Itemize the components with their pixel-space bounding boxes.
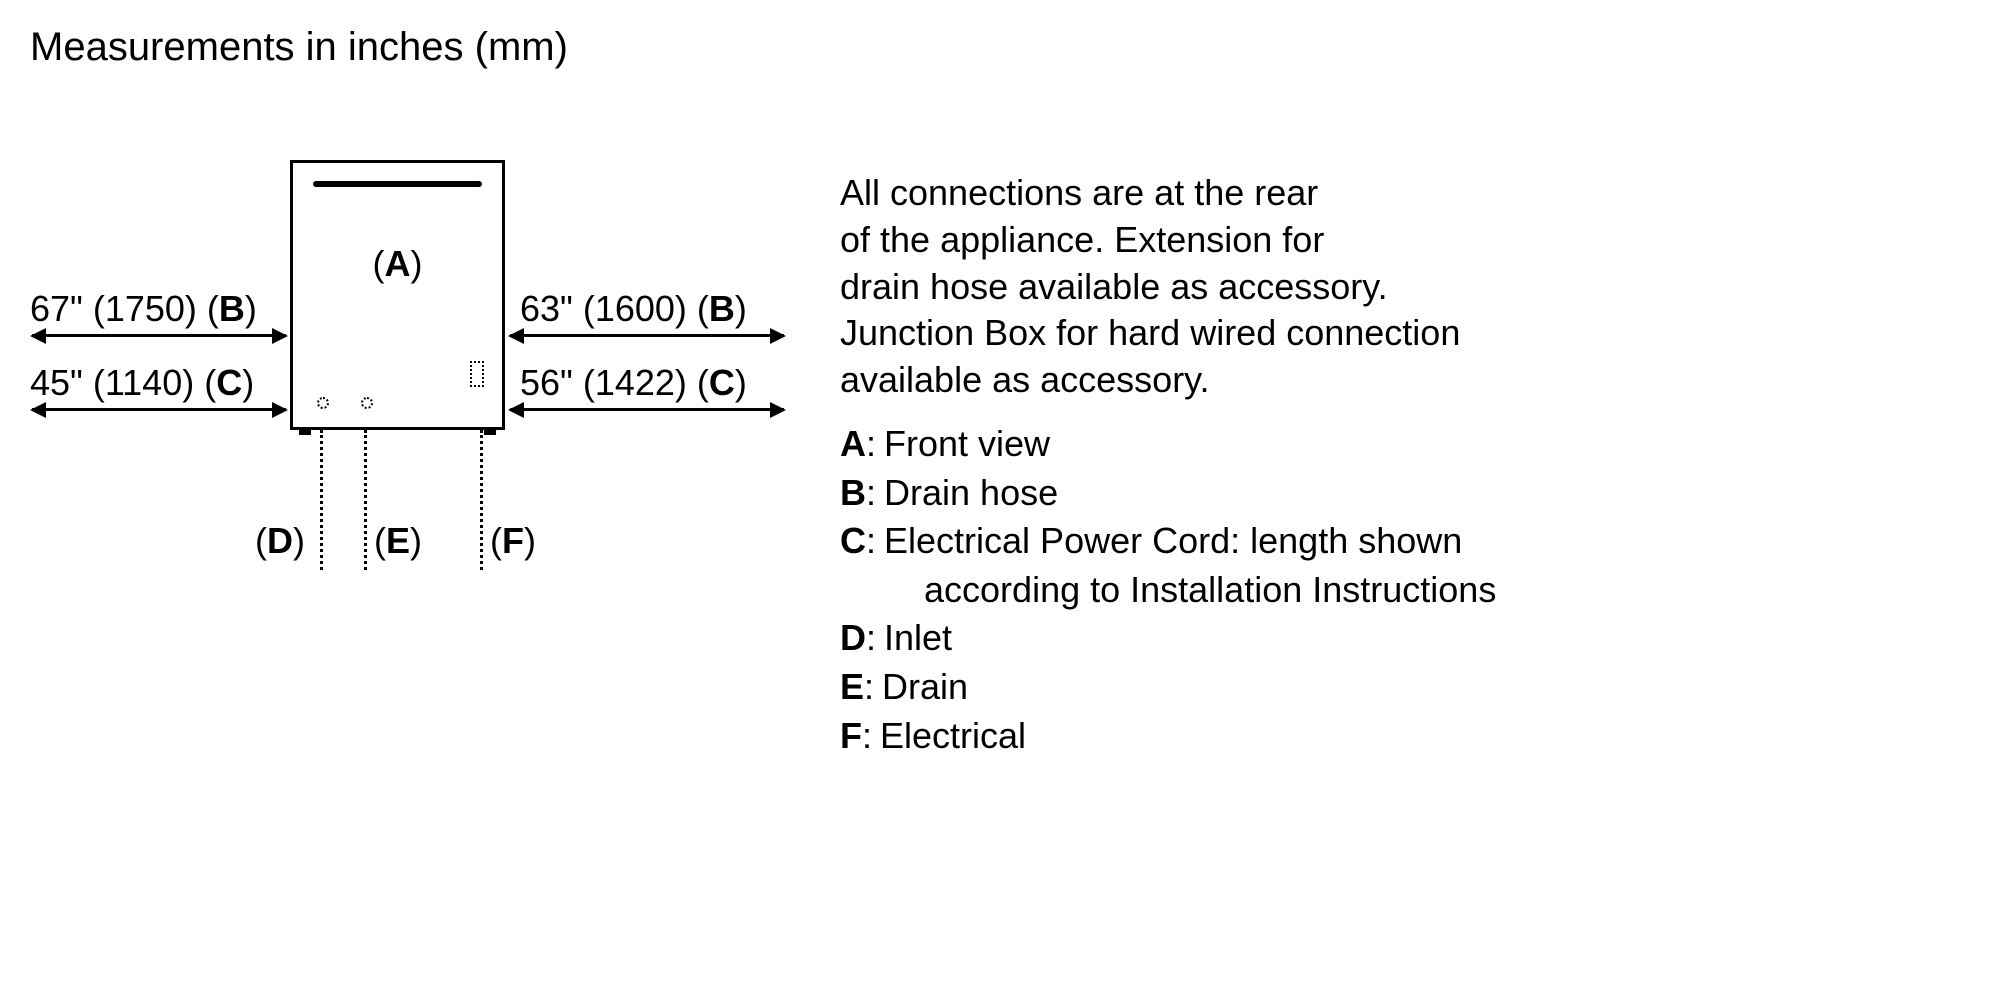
legend-row-B: B:Drain hose xyxy=(840,469,1540,518)
paren-open: ( xyxy=(373,243,385,284)
legend-desc: Drain hose xyxy=(884,469,1058,518)
conn-letter: F xyxy=(502,520,524,561)
description-text: All connections are at the rear of the a… xyxy=(840,170,1540,404)
desc-line: All connections are at the rear xyxy=(840,170,1540,217)
legend-sep: : xyxy=(862,712,880,761)
legend-key: C xyxy=(840,517,866,566)
appliance-foot-right xyxy=(484,427,496,435)
arrow-right-B xyxy=(510,334,784,337)
paren-close: ) xyxy=(524,520,536,561)
legend-sep: : xyxy=(866,469,884,518)
dim-prefix: 56" (1422) ( xyxy=(520,362,709,403)
legend-desc: according to Installation Instructions xyxy=(884,566,1496,615)
dim-left-C: 45" (1140) (C) xyxy=(30,362,254,404)
dim-suffix: ) xyxy=(242,362,254,403)
legend-row-F: F:Electrical xyxy=(840,712,1540,761)
conn-label-E: (E) xyxy=(374,520,422,562)
inlet-port-icon xyxy=(317,397,329,409)
legend-key: E xyxy=(840,663,864,712)
legend-key: F xyxy=(840,712,862,761)
legend-row-E: E:Drain xyxy=(840,663,1540,712)
arrow-right-C xyxy=(510,408,784,411)
legend-row-D: D:Inlet xyxy=(840,614,1540,663)
dim-letter: C xyxy=(216,362,242,403)
dim-letter: B xyxy=(709,288,735,329)
diagram-area: (A) 67" (1750) (B) 63" (1600) (B) 45" (1… xyxy=(30,150,810,750)
legend-desc: Electrical Power Cord: length shown xyxy=(884,517,1462,566)
dim-prefix: 45" (1140) ( xyxy=(30,362,216,403)
conn-letter: D xyxy=(267,520,293,561)
legend-sep: : xyxy=(866,420,884,469)
dim-prefix: 67" (1750) ( xyxy=(30,288,219,329)
legend-key: A xyxy=(840,420,866,469)
legend-desc: Electrical xyxy=(880,712,1026,761)
paren-close: ) xyxy=(410,520,422,561)
desc-line: Junction Box for hard wired connection xyxy=(840,310,1540,357)
paren-open: ( xyxy=(490,520,502,561)
legend-row-A: A:Front view xyxy=(840,420,1540,469)
dim-prefix: 63" (1600) ( xyxy=(520,288,709,329)
legend-desc: Inlet xyxy=(884,614,952,663)
dim-letter: B xyxy=(219,288,245,329)
legend-sep: : xyxy=(864,663,882,712)
appliance-foot-left xyxy=(299,427,311,435)
conn-label-D: (D) xyxy=(255,520,305,562)
appliance-outline: (A) xyxy=(290,160,505,430)
dim-left-B: 67" (1750) (B) xyxy=(30,288,257,330)
desc-line: drain hose available as accessory. xyxy=(840,264,1540,311)
arrow-left-C xyxy=(32,408,286,411)
dim-right-B: 63" (1600) (B) xyxy=(520,288,747,330)
legend-key: B xyxy=(840,469,866,518)
dotted-line-F xyxy=(480,430,483,570)
legend-sep: : xyxy=(866,517,884,566)
conn-label-F: (F) xyxy=(490,520,536,562)
paren-open: ( xyxy=(255,520,267,561)
dim-suffix: ) xyxy=(245,288,257,329)
appliance-label: (A) xyxy=(293,243,502,285)
legend-sep: : xyxy=(866,614,884,663)
dotted-line-E xyxy=(364,430,367,570)
electrical-port-icon xyxy=(470,361,484,387)
dim-right-C: 56" (1422) (C) xyxy=(520,362,747,404)
appliance-top-bar xyxy=(313,181,482,187)
page-title: Measurements in inches (mm) xyxy=(30,25,568,70)
legend-key: D xyxy=(840,614,866,663)
dotted-line-D xyxy=(320,430,323,570)
legend-row-C: C:Electrical Power Cord: length shown xyxy=(840,517,1540,566)
legend-row-C2: C:according to Installation Instructions xyxy=(840,566,1540,615)
desc-line: available as accessory. xyxy=(840,357,1540,404)
paren-open: ( xyxy=(374,520,386,561)
legend-desc: Drain xyxy=(882,663,968,712)
desc-line: of the appliance. Extension for xyxy=(840,217,1540,264)
conn-letter: E xyxy=(386,520,410,561)
drain-port-icon xyxy=(361,397,373,409)
dim-suffix: ) xyxy=(735,362,747,403)
paren-close: ) xyxy=(293,520,305,561)
dim-suffix: ) xyxy=(735,288,747,329)
arrow-left-B xyxy=(32,334,286,337)
legend-desc: Front view xyxy=(884,420,1050,469)
appliance-letter: A xyxy=(385,243,411,284)
legend: A:Front view B:Drain hose C:Electrical P… xyxy=(840,420,1540,760)
dim-letter: C xyxy=(709,362,735,403)
paren-close: ) xyxy=(411,243,423,284)
